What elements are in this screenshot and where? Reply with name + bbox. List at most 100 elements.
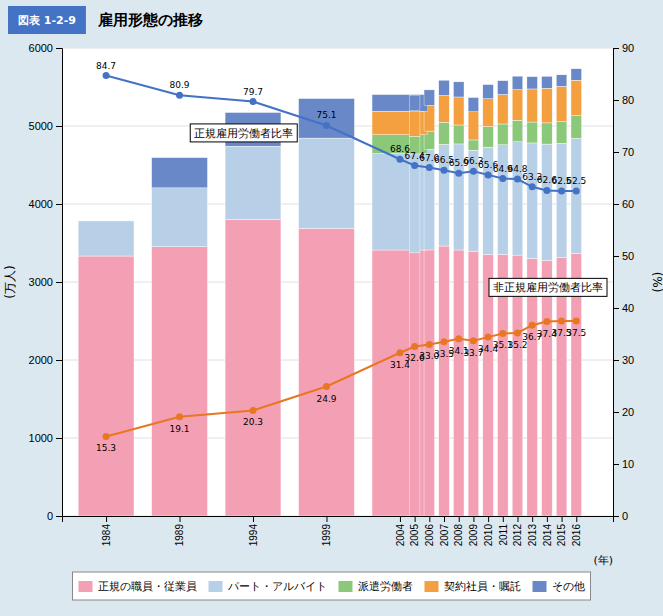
y2-tick-label: 20 xyxy=(622,406,634,418)
y-tick-line xyxy=(56,438,62,439)
y-axis: 0100020003000400050006000 xyxy=(29,42,63,522)
point xyxy=(411,162,418,169)
point xyxy=(499,175,506,182)
bar xyxy=(299,138,355,228)
legend-item: 正規の職員・従業員 xyxy=(79,580,197,593)
x-tick-line xyxy=(473,516,474,522)
bar xyxy=(527,77,538,89)
legend-item: その他 xyxy=(533,580,585,593)
x-tick: 2005 xyxy=(409,516,420,546)
plot: 1984198919941999200420052006200720082009… xyxy=(3,42,663,567)
x-tick-label: 2006 xyxy=(424,524,435,547)
y2-tick-label: 80 xyxy=(622,94,634,106)
bar xyxy=(409,154,420,253)
bar xyxy=(512,90,523,121)
x-tick-label: 2013 xyxy=(527,524,538,547)
bar xyxy=(527,143,538,259)
x-tick: 1984 xyxy=(101,516,112,546)
point xyxy=(103,72,110,79)
y-tick-line xyxy=(56,516,62,517)
y-tick: 5000 xyxy=(29,120,62,132)
bar xyxy=(571,116,582,139)
y-tick: 1000 xyxy=(29,432,62,444)
y-tick-line xyxy=(56,126,62,127)
line-label-text: 非正規雇用労働者比率 xyxy=(493,281,603,294)
data-label: 75.1 xyxy=(316,110,336,120)
bar xyxy=(152,158,208,188)
y2-tick-label: 30 xyxy=(622,354,634,366)
bar xyxy=(556,86,567,121)
point xyxy=(426,164,433,171)
subtitle: 図表 1-2-9 xyxy=(18,14,76,27)
point xyxy=(396,156,403,163)
bar xyxy=(439,80,450,95)
x-tick-line xyxy=(106,516,107,522)
bar xyxy=(571,69,582,80)
y2-tick-label: 40 xyxy=(622,302,634,314)
y-tick: 3000 xyxy=(29,276,62,288)
header: 図表 1-2-9雇用形態の推移 xyxy=(8,6,203,34)
x-tick-label: 1994 xyxy=(248,524,259,547)
point xyxy=(543,318,550,325)
x-tick-label: 2007 xyxy=(439,524,450,547)
legend-label: 派遣労働者 xyxy=(358,580,413,593)
bar xyxy=(78,220,134,221)
bar xyxy=(439,122,450,144)
y2-tick: 40 xyxy=(613,302,634,314)
y-tick: 6000 xyxy=(29,42,62,54)
point xyxy=(529,322,536,329)
line xyxy=(106,76,576,191)
y2-tick-line xyxy=(613,464,619,465)
y-tick-label: 4000 xyxy=(29,198,53,210)
bar xyxy=(152,188,208,247)
y-tick-line xyxy=(56,282,62,283)
legend: 正規の職員・従業員パート・アルバイト派遣労働者契約社員・嘱託その他 xyxy=(73,572,591,600)
data-label: 15.3 xyxy=(96,443,116,453)
x-tick-line xyxy=(253,516,254,522)
data-labels: 84.780.979.775.168.667.467.066.565.966.3… xyxy=(96,61,586,454)
y-tick-line xyxy=(56,48,62,49)
x-tick-label: 2015 xyxy=(556,524,567,547)
line-label-box xyxy=(190,124,297,142)
point xyxy=(250,407,257,414)
bar xyxy=(498,81,509,95)
x-tick-label: 1999 xyxy=(321,524,332,547)
x-tick-label: 2016 xyxy=(571,524,582,547)
y2-tick-label: 10 xyxy=(622,458,634,470)
y-tick-label: 6000 xyxy=(29,42,53,54)
bar xyxy=(498,94,509,123)
bar xyxy=(483,127,494,148)
x-tick-label: 2011 xyxy=(498,524,509,546)
x-tick-line xyxy=(444,516,445,522)
y2-axis-line xyxy=(614,49,620,517)
x-tick: 1989 xyxy=(174,516,185,546)
legend-frame xyxy=(73,572,591,600)
point xyxy=(514,329,521,336)
y2-tick-line xyxy=(613,152,619,153)
legend-swatch xyxy=(425,581,439,592)
y-axis-title: (万人) xyxy=(3,265,17,298)
y2-axis: 0102030405060708090 xyxy=(613,42,634,522)
bar xyxy=(527,122,538,143)
point xyxy=(441,338,448,345)
bar xyxy=(571,80,582,115)
x-tick: 2008 xyxy=(453,516,464,546)
x-tick-label: 2005 xyxy=(409,524,420,547)
point xyxy=(573,188,580,195)
bar xyxy=(372,95,428,112)
data-label: 79.7 xyxy=(243,87,263,97)
x-tick-line xyxy=(429,516,430,522)
bar xyxy=(299,228,355,516)
x-tick-label: 2014 xyxy=(542,524,553,547)
bar xyxy=(512,142,523,255)
point xyxy=(426,341,433,348)
bar xyxy=(556,75,567,86)
x-tick: 1994 xyxy=(248,516,259,546)
point xyxy=(543,187,550,194)
x-axis-line xyxy=(63,517,614,523)
x-tick-line xyxy=(180,516,181,522)
x-tick-line xyxy=(400,516,401,522)
bar xyxy=(409,253,420,516)
x-tick-label: 2004 xyxy=(395,524,406,547)
subtitle-box xyxy=(8,6,86,34)
